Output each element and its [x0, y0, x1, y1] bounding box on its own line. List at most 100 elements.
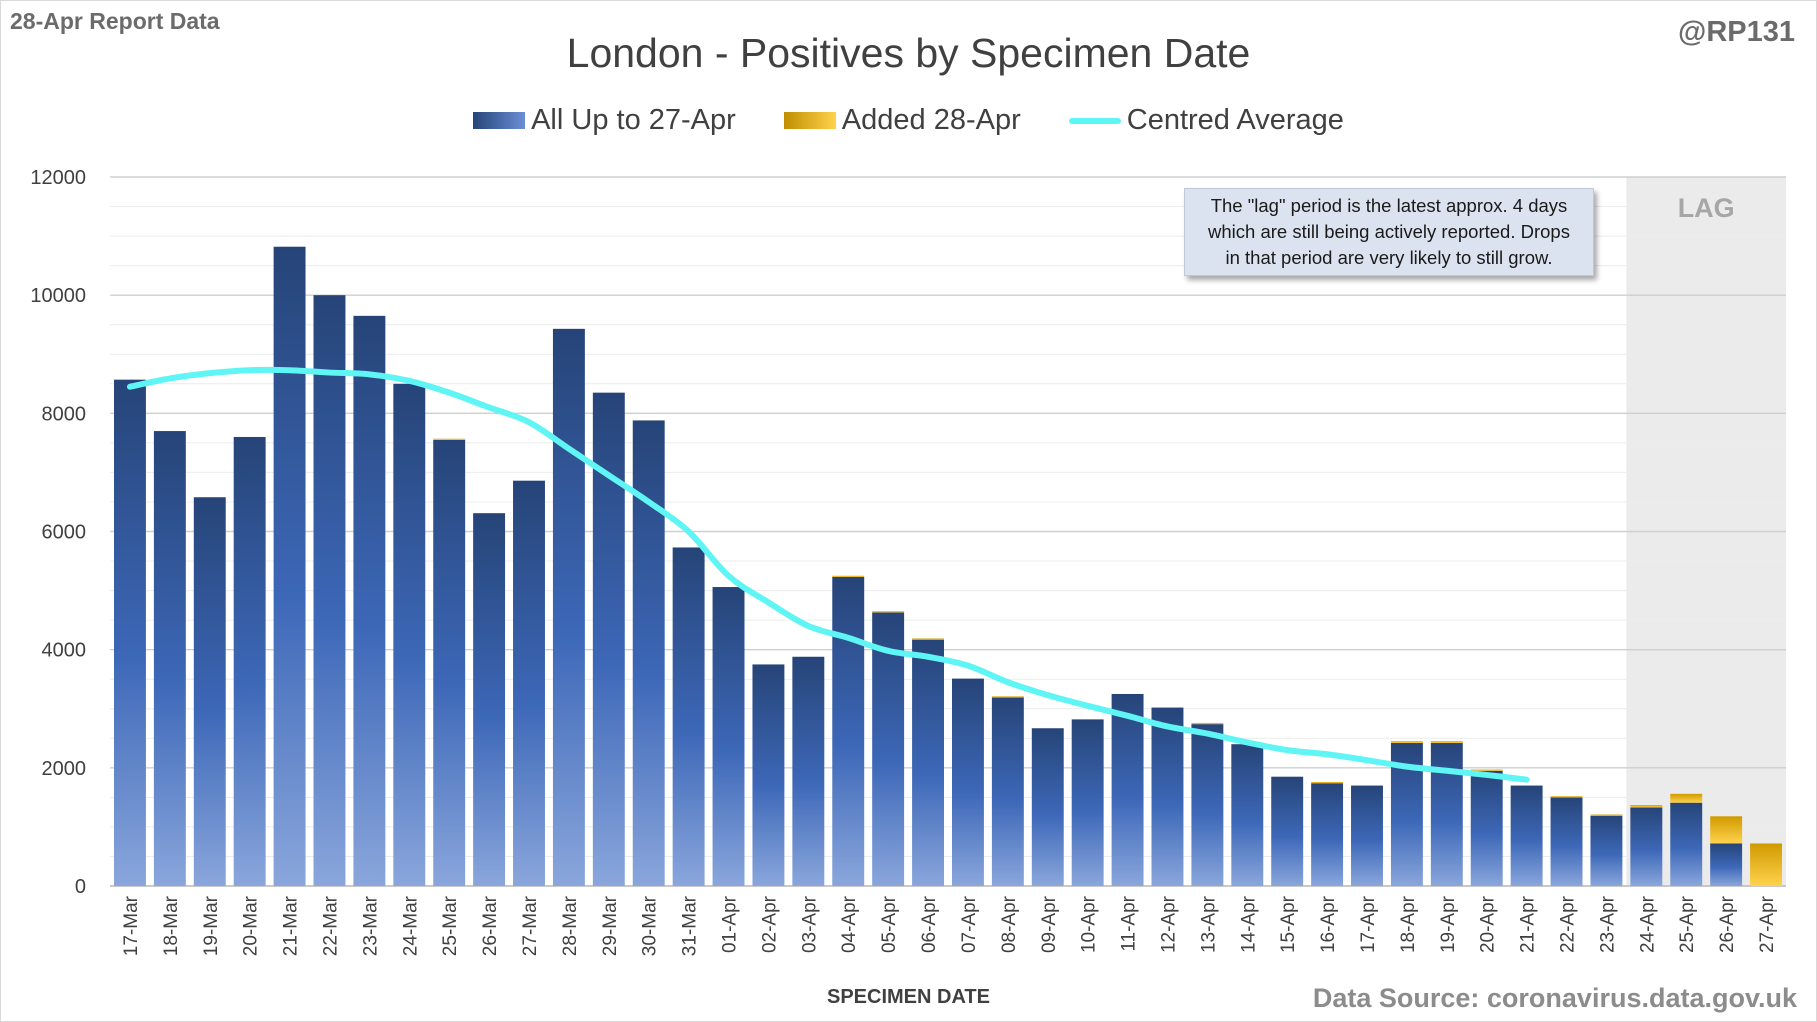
- x-tick-label: 21-Mar: [281, 895, 302, 956]
- bar-all-up-to-27-apr: [951, 678, 984, 886]
- chart-legend: All Up to 27-Apr Added 28-Apr Centred Av…: [0, 104, 1817, 137]
- bar-added-28-apr: [912, 638, 945, 640]
- bar-all-up-to-27-apr: [1191, 724, 1224, 886]
- lag-note-line: which are still being actively reported.…: [1208, 221, 1570, 242]
- bar-added-28-apr: [991, 696, 1024, 698]
- bar-all-up-to-27-apr: [473, 513, 506, 886]
- bar-all-up-to-27-apr: [1470, 770, 1503, 886]
- bar-all-up-to-27-apr: [991, 697, 1024, 886]
- x-tick-label: 26-Apr: [1717, 895, 1738, 953]
- x-tick-label: 22-Mar: [320, 895, 341, 956]
- bar-added-28-apr: [1670, 793, 1703, 803]
- bar-added-28-apr: [1430, 741, 1463, 744]
- bar-added-28-apr: [1590, 814, 1623, 816]
- bar-all-up-to-27-apr: [433, 439, 466, 886]
- lag-note-line: in that period are very likely to still …: [1225, 247, 1553, 268]
- x-tick-label: 18-Apr: [1398, 895, 1419, 953]
- bar-all-up-to-27-apr: [1670, 802, 1703, 886]
- centred-average-line: [126, 366, 1530, 783]
- x-tick-label: 02-Apr: [759, 895, 780, 953]
- bar-all-up-to-27-apr: [273, 246, 306, 887]
- bar-all-up-to-27-apr: [193, 497, 226, 886]
- bar-all-up-to-27-apr: [313, 295, 346, 887]
- bar-added-28-apr: [1710, 816, 1743, 844]
- x-tick-label: 18-Mar: [161, 895, 182, 956]
- y-tick-label: 12000: [30, 167, 86, 189]
- x-axis-title: SPECIMEN DATE: [827, 986, 990, 1008]
- bar-all-up-to-27-apr: [552, 328, 585, 886]
- bar-added-28-apr: [1550, 796, 1583, 798]
- average-line: [126, 366, 1530, 783]
- y-tick-label: 4000: [42, 640, 87, 662]
- x-tick-label: 22-Apr: [1558, 895, 1579, 953]
- bar-added-28-apr: [1750, 843, 1783, 886]
- x-tick-label: 19-Apr: [1438, 895, 1459, 953]
- x-tick-label: 07-Apr: [959, 895, 980, 953]
- x-tick-label: 11-Apr: [1119, 895, 1140, 951]
- x-tick-label: 31-Mar: [680, 895, 701, 956]
- x-tick-label: 28-Mar: [560, 895, 581, 956]
- x-tick-label: 29-Mar: [600, 895, 621, 956]
- bar-all-up-to-27-apr: [1630, 807, 1663, 886]
- x-tick-label: 12-Apr: [1158, 895, 1179, 953]
- bar-series: [113, 246, 1783, 887]
- bar-all-up-to-27-apr: [153, 431, 186, 886]
- bar-all-up-to-27-apr: [752, 664, 785, 886]
- bar-added-28-apr: [1630, 805, 1663, 808]
- x-tick-label: 25-Apr: [1677, 895, 1698, 953]
- y-tick-label: 0: [75, 876, 86, 898]
- x-tick-label: 27-Apr: [1757, 895, 1778, 953]
- data-source: Data Source: coronavirus.data.gov.uk: [1312, 983, 1797, 1013]
- bar-added-28-apr: [1191, 722, 1224, 725]
- bar-all-up-to-27-apr: [1710, 843, 1743, 886]
- legend-label-all: All Up to 27-Apr: [531, 104, 736, 136]
- y-tick-label: 6000: [42, 522, 87, 544]
- x-tick-label: 15-Apr: [1278, 895, 1299, 953]
- bar-all-up-to-27-apr: [832, 576, 865, 886]
- x-tick-label: 05-Apr: [879, 895, 900, 953]
- legend-swatch-all: [473, 112, 526, 129]
- bar-all-up-to-27-apr: [1311, 783, 1344, 886]
- bar-all-up-to-27-apr: [712, 587, 745, 886]
- author-handle: @RP131: [1678, 16, 1795, 48]
- bar-all-up-to-27-apr: [672, 547, 705, 886]
- legend-swatch-average: [1068, 117, 1121, 124]
- bar-all-up-to-27-apr: [1590, 815, 1623, 886]
- x-tick-label: 04-Apr: [839, 895, 860, 953]
- bar-added-28-apr: [832, 575, 865, 577]
- gridlines: [110, 176, 1786, 887]
- x-tick-label: 24-Mar: [400, 895, 421, 956]
- bar-added-28-apr: [872, 611, 905, 613]
- x-tick-label: 20-Apr: [1478, 895, 1499, 953]
- x-tick-label: 14-Apr: [1238, 895, 1259, 953]
- bar-all-up-to-27-apr: [1510, 785, 1543, 886]
- legend-label-average: Centred Average: [1126, 104, 1344, 136]
- bar-all-up-to-27-apr: [1430, 743, 1463, 886]
- bar-all-up-to-27-apr: [233, 436, 266, 886]
- x-tick-label: 19-Mar: [201, 895, 222, 956]
- x-tick-label: 06-Apr: [919, 895, 940, 953]
- x-tick-label: 01-Apr: [720, 895, 741, 953]
- lag-label: LAG: [1678, 193, 1735, 223]
- bar-all-up-to-27-apr: [393, 383, 426, 886]
- x-tick-label: 25-Mar: [440, 895, 461, 956]
- y-axis-ticks: 0 2000 4000 6000 8000 10000 12000: [30, 167, 86, 898]
- x-tick-label: 16-Apr: [1318, 895, 1339, 953]
- legend-item-average: Centred Average: [1068, 104, 1344, 137]
- bar-all-up-to-27-apr: [1031, 728, 1064, 886]
- x-tick-label: 21-Apr: [1518, 895, 1539, 953]
- x-tick-label: 20-Mar: [241, 895, 262, 956]
- bar-all-up-to-27-apr: [513, 480, 545, 886]
- report-date-label: 28-Apr Report Data: [10, 8, 220, 34]
- x-axis-ticks: 17-Mar 18-Mar 19-Mar 20-Mar 21-Mar 22-Mar 23-M…: [121, 895, 1778, 956]
- legend-item-all: All Up to 27-Apr: [473, 104, 736, 137]
- bar-all-up-to-27-apr: [113, 379, 146, 886]
- x-tick-label: 23-Mar: [360, 895, 381, 956]
- x-tick-label: 10-Apr: [1079, 895, 1100, 953]
- bar-all-up-to-27-apr: [792, 656, 825, 886]
- x-tick-label: 23-Apr: [1597, 895, 1618, 953]
- bar-all-up-to-27-apr: [1271, 776, 1304, 886]
- x-tick-label: 26-Mar: [480, 895, 501, 956]
- bar-all-up-to-27-apr: [1071, 719, 1104, 886]
- bar-all-up-to-27-apr: [353, 315, 386, 886]
